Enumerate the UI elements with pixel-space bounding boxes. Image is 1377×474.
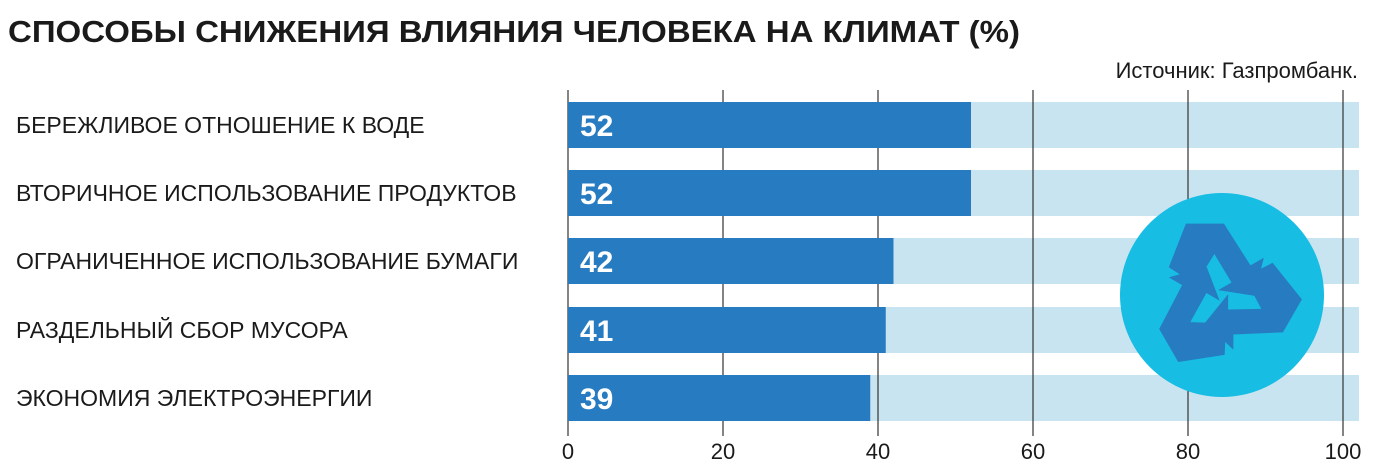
x-tick-label: 60 [1021, 439, 1045, 464]
data-label: 52 [580, 110, 613, 143]
chart-source: Источник: Газпромбанк. [1116, 58, 1358, 83]
bar [568, 170, 971, 216]
recycle-arrow [1205, 262, 1302, 350]
category-label: ЭКОНОМИЯ ЭЛЕКТРОЭНЕРГИИ [16, 385, 372, 411]
data-label: 41 [580, 315, 613, 348]
recycle-icon [1120, 193, 1324, 397]
bar [568, 238, 894, 284]
x-tick-label: 80 [1176, 439, 1200, 464]
x-tick-label: 20 [711, 439, 735, 464]
recycle-arrow [1159, 266, 1227, 362]
category-label: РАЗДЕЛЬНЫЙ СБОР МУСОРА [16, 316, 348, 343]
bar [568, 375, 871, 421]
category-label: ВТОРИЧНОЕ ИСПОЛЬЗОВАНИЕ ПРОДУКТОВ [16, 180, 517, 206]
x-tick-label: 100 [1325, 439, 1362, 464]
category-label: ОГРАНИЧЕННОЕ ИСПОЛЬЗОВАНИЕ БУМАГИ [16, 248, 518, 274]
data-label: 42 [580, 246, 613, 279]
data-label: 52 [580, 178, 613, 211]
bar [568, 102, 971, 148]
data-label: 39 [580, 383, 613, 416]
category-label: БЕРЕЖЛИВОЕ ОТНОШЕНИЕ К ВОДЕ [16, 112, 425, 138]
bar [568, 307, 886, 353]
x-tick-label: 40 [866, 439, 890, 464]
x-tick-label: 0 [562, 439, 574, 464]
chart-title: СПОСОБЫ СНИЖЕНИЯ ВЛИЯНИЯ ЧЕЛОВЕКА НА КЛИ… [8, 14, 1020, 49]
